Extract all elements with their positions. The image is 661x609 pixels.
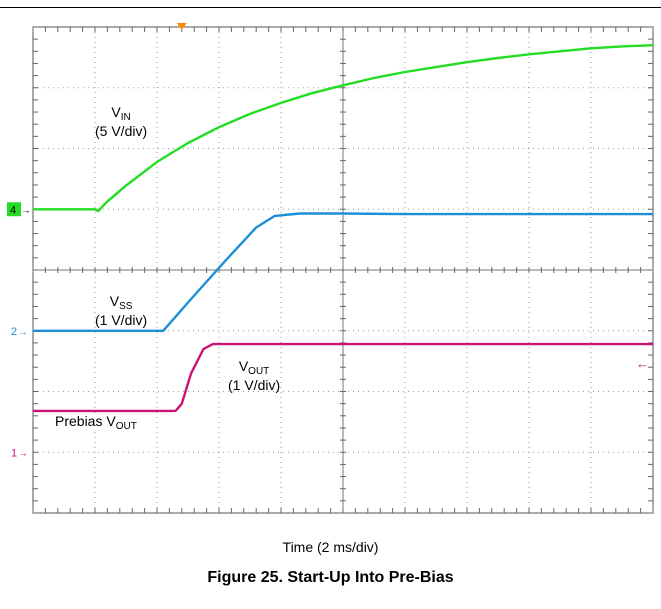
trace-v-in (33, 44, 654, 213)
channel-4-arrow: → (21, 205, 31, 216)
channel-4-marker-bg (7, 202, 21, 217)
channel-2-marker-label: 2 (11, 326, 17, 338)
x-axis-label: Time (2 ms/div) (282, 539, 379, 555)
trigger-marker (176, 23, 187, 30)
traces (33, 44, 654, 413)
trace-v-out (33, 342, 653, 413)
vout-reference-arrow: ← (636, 356, 649, 371)
vss-annotation: VSS (1 V/div) (95, 293, 148, 328)
trace-v-ss (33, 212, 653, 332)
vin-scale-label: (5 V/div) (95, 123, 148, 139)
graticule (32, 26, 654, 514)
vss-scale-label: (1 V/div) (95, 312, 148, 328)
vout-scale-label: (1 V/div) (228, 377, 281, 393)
top-rule (0, 7, 661, 8)
prebias-annotation: Prebias VOUT (53, 413, 139, 432)
channel-1-marker-label: 1 (11, 447, 17, 459)
channel-markers: 4 →2 →1 →← (7, 23, 649, 459)
channel-1-arrow: → (18, 448, 28, 459)
vin-annotation: VIN (5 V/div) (95, 104, 148, 139)
channel-2-arrow: → (18, 327, 28, 338)
vout-annotation: VOUT (1 V/div) (228, 358, 281, 393)
channel-4-marker-label: 4 (10, 204, 16, 216)
figure-caption: Figure 25. Start-Up Into Pre-Bias (207, 569, 454, 586)
